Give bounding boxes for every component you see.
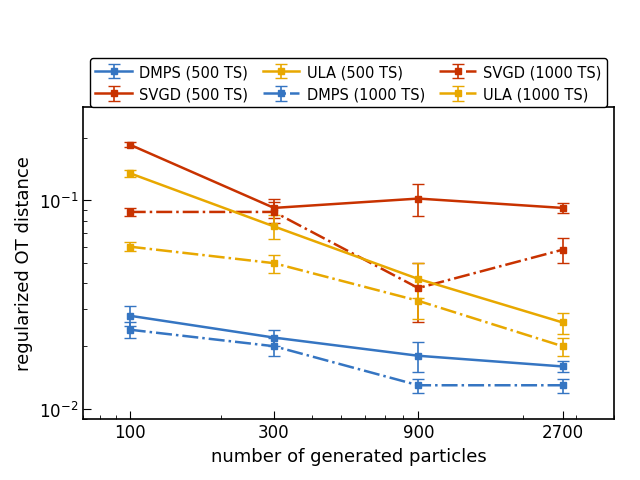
X-axis label: number of generated particles: number of generated particles bbox=[211, 447, 486, 465]
Legend: DMPS (500 TS), SVGD (500 TS), ULA (500 TS), DMPS (1000 TS), SVGD (1000 TS), ULA : DMPS (500 TS), SVGD (500 TS), ULA (500 T… bbox=[90, 59, 607, 108]
Y-axis label: regularized OT distance: regularized OT distance bbox=[15, 156, 33, 371]
